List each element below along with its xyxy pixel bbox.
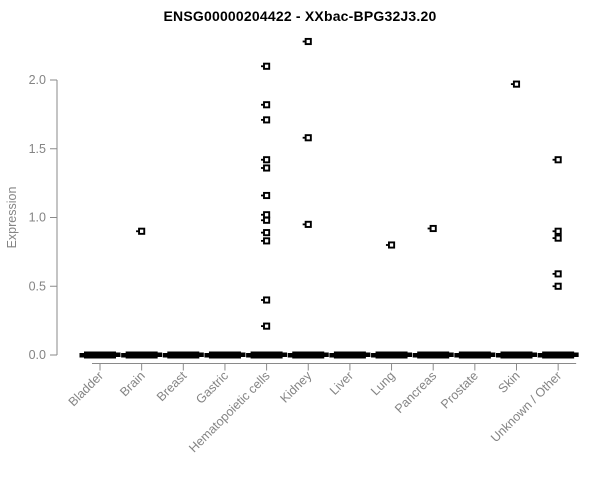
data-point xyxy=(263,237,271,245)
data-points xyxy=(136,37,562,330)
zero-bar-nub xyxy=(240,352,246,357)
zero-bar-nub xyxy=(115,352,121,357)
x-tick-label: Gastric xyxy=(193,369,231,407)
zero-bar-nub xyxy=(204,353,210,358)
x-tick-label: Bladder xyxy=(66,369,106,409)
data-point xyxy=(554,156,562,164)
data-point xyxy=(554,270,562,278)
zero-bar-nub xyxy=(79,353,85,358)
zero-bar-nub xyxy=(537,353,543,358)
zero-bar xyxy=(84,351,116,359)
zero-bar xyxy=(542,351,575,359)
zero-bar xyxy=(208,351,241,359)
zero-bar-nub xyxy=(329,353,335,358)
zero-bar-nub xyxy=(371,353,377,358)
zero-bar-nub xyxy=(454,353,460,358)
x-tick-label: Liver xyxy=(327,369,356,398)
zero-bar-nub xyxy=(496,353,501,358)
data-point xyxy=(388,241,396,249)
zero-bar-nub xyxy=(490,352,496,357)
zero-bar xyxy=(375,351,408,359)
zero-bar-nub xyxy=(198,352,204,357)
data-point xyxy=(263,296,271,304)
zero-bar-nub xyxy=(448,352,454,357)
x-tick-label: Skin xyxy=(496,369,523,396)
zero-value-bars xyxy=(79,351,579,359)
y-tick-label: 1.5 xyxy=(29,142,46,156)
zero-bar xyxy=(167,351,200,359)
x-tick-label: Brain xyxy=(117,369,148,400)
zero-bar xyxy=(292,351,325,359)
x-tick-label: Hematopoietic cells xyxy=(186,369,273,456)
zero-bar-nub xyxy=(407,352,413,357)
y-tick-label: 0.0 xyxy=(29,348,46,362)
zero-bar xyxy=(125,351,158,359)
zero-bar-nub xyxy=(412,353,418,358)
data-point xyxy=(263,116,271,124)
data-point xyxy=(512,80,521,88)
x-tick-label: Prostate xyxy=(438,369,481,412)
zero-bar-nub xyxy=(246,353,252,358)
zero-bar xyxy=(333,351,366,359)
data-point xyxy=(304,37,312,46)
zero-bar xyxy=(417,351,450,359)
data-point xyxy=(263,101,271,109)
data-point xyxy=(263,156,271,164)
data-point xyxy=(263,229,271,237)
data-point xyxy=(554,234,562,242)
x-tick-label: Unknown / Other xyxy=(488,369,564,445)
zero-bar-nub xyxy=(365,352,371,357)
zero-bar-nub xyxy=(323,352,329,357)
y-tick-label: 2.0 xyxy=(29,73,46,87)
zero-bar-nub xyxy=(287,353,293,358)
y-axis: 0.0 0.5 1.0 1.5 2.0 Expression xyxy=(5,73,58,362)
data-point xyxy=(263,211,271,219)
data-point xyxy=(554,282,562,290)
data-point xyxy=(554,227,562,235)
y-axis-title: Expression xyxy=(5,187,19,249)
zero-bar-nub xyxy=(532,352,537,357)
zero-bar xyxy=(500,351,533,359)
x-tick-label: Breast xyxy=(154,368,190,404)
x-tick-label: Kidney xyxy=(277,368,314,405)
zero-bar-nub xyxy=(157,352,163,357)
data-point xyxy=(304,220,312,228)
data-point xyxy=(138,227,146,235)
data-point xyxy=(263,322,271,330)
data-point xyxy=(263,216,271,224)
x-tick-label: Pancreas xyxy=(392,369,439,416)
data-point xyxy=(263,62,271,70)
zero-bar xyxy=(458,351,491,359)
zero-bar xyxy=(250,351,283,359)
data-point xyxy=(263,164,271,172)
y-tick-label: 1.0 xyxy=(29,211,46,225)
data-point xyxy=(429,224,437,233)
data-point xyxy=(304,134,312,142)
zero-bar-nub xyxy=(282,352,288,357)
y-tick-label: 0.5 xyxy=(29,279,46,293)
data-point xyxy=(263,191,271,200)
zero-bar-nub xyxy=(121,353,127,358)
chart-title: ENSG00000204422 - XXbac-BPG32J3.20 xyxy=(163,8,437,24)
zero-bar-nub xyxy=(162,353,168,358)
x-tick-label: Lung xyxy=(368,369,398,399)
zero-bar-nub xyxy=(573,352,579,357)
